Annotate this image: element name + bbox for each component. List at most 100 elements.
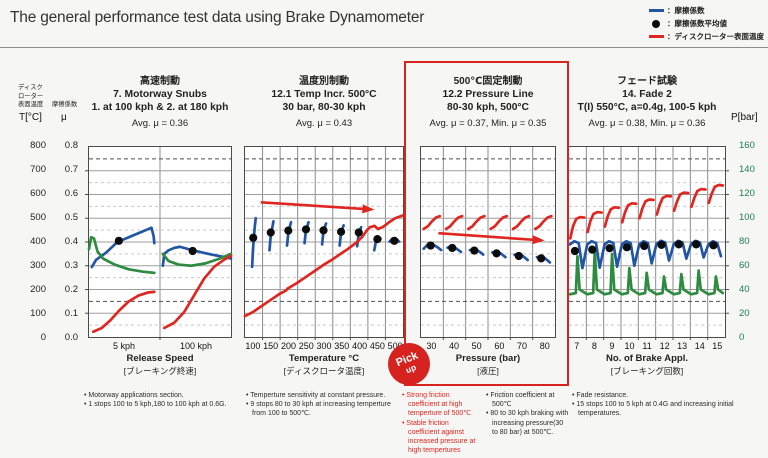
avg-friction-marker <box>622 243 631 252</box>
header-divider <box>0 47 768 48</box>
axis-tick-label: 0.7 <box>64 164 78 175</box>
panel-avg-label: Avg. μ = 0.37, Min. μ = 0.35 <box>429 118 547 129</box>
rotor-surface-temperature <box>444 214 464 231</box>
footnote: • Fade resistance. <box>572 392 629 399</box>
footnotes-plain: • Friction coefficient at 500℃ • 80 to 30… <box>486 391 570 437</box>
rotor-surface-temperature <box>655 194 673 216</box>
left-axis-mu-header: 摩擦係数 <box>52 101 78 108</box>
rotor-surface-temperature <box>533 214 553 231</box>
x-tick-label: 12 <box>659 341 670 351</box>
avg-friction-marker <box>249 233 258 242</box>
footnote: • 15 stops 100 to 5 kph at 0.4G and incr… <box>572 401 734 418</box>
axis-tick-label: 100 <box>30 308 46 319</box>
footnotes-fade: • Fade resistance. • 15 stops 100 to 5 kp… <box>572 391 740 419</box>
x-tick-label: 350 <box>334 341 350 351</box>
mu-axis-ticks: 0.8 0.7 0.6 0.5 0.4 0.3 0.2 0.1 0.0 <box>50 140 78 343</box>
x-tick-label: 250 <box>298 341 314 351</box>
mu-axis-unit: μ <box>61 112 67 123</box>
avg-friction-marker <box>390 236 399 245</box>
avg-friction-marker <box>514 251 523 261</box>
axis-tick-label: 500 <box>30 212 46 223</box>
avg-friction-dot-icon <box>652 19 661 28</box>
rotor-surface-temperature <box>422 214 442 231</box>
panel-jp-title: 500℃固定制動 <box>453 76 523 87</box>
line-pressure <box>161 252 233 268</box>
avg-friction-marker <box>448 243 457 253</box>
chart-canvas <box>568 147 729 340</box>
x-tick-label: 40 <box>449 341 460 351</box>
rotor-surface-temperature <box>638 198 655 220</box>
panel-avg-label: Avg. μ = 0.38, Min. μ = 0.36 <box>588 118 706 129</box>
trend-arrow <box>438 231 542 242</box>
x-tick-label: 100 kph <box>179 341 213 351</box>
footnotes-highlighted: • Strong friction coefficient at high te… <box>402 391 482 456</box>
x-ticks-pressure-line: 30 40 50 60 70 80 <box>420 341 556 352</box>
panel-jp-title: フェード試験 <box>617 76 677 87</box>
chart-canvas <box>243 147 405 340</box>
x-tick-label: 100 <box>245 341 261 351</box>
legend-item-rotor-temperature: ：ディスクローター表面温度 <box>649 31 764 42</box>
avg-friction-marker <box>336 227 346 236</box>
panel-title: 7. Motorway Snubs <box>113 89 207 100</box>
pressure-axis-unit: P[bar] <box>731 112 758 123</box>
friction-coefficient <box>161 245 233 268</box>
friction-coefficient <box>90 226 156 269</box>
x-tick-label: 30 <box>426 341 437 351</box>
avg-friction-marker <box>492 249 501 258</box>
avg-friction-marker <box>319 226 328 235</box>
x-axis-title-jp: [ディスクロータ温度] <box>283 366 365 376</box>
rotor-surface-temperature <box>620 201 638 224</box>
axis-tick-label: 60 <box>739 260 750 271</box>
axis-tick-label: 0.1 <box>64 308 78 319</box>
panel-header-fade: フェード試験 14. Fade 2 T(I) 550°C, a=0.4g, 10… <box>548 76 746 130</box>
avg-friction-marker <box>570 246 580 256</box>
rotor-surface-temperature <box>603 205 621 228</box>
rotor-surface-temperature <box>707 183 725 205</box>
rotor-surface-temperature <box>489 214 509 231</box>
rotor-surface-temperature <box>672 191 690 213</box>
avg-friction-marker <box>188 246 197 256</box>
chart-plot-motorway <box>85 146 233 340</box>
legend: ：摩擦係数 ：摩擦係数平均値 ：ディスクローター表面温度 <box>649 5 764 42</box>
x-axis-title: No. of Brake Appl. <box>606 353 688 364</box>
avg-friction-marker <box>709 241 718 250</box>
axis-tick-label: 0 <box>739 332 745 343</box>
x-tick-label: 500 <box>387 341 403 351</box>
x-tick-label: 11 <box>642 341 652 351</box>
axis-header-line: 表面温度 <box>18 101 44 108</box>
x-axis-title: Release Speed <box>126 353 194 364</box>
x-tick-label: 70 <box>517 341 528 351</box>
panel-header-temp-incr: 温度別制動 12.1 Temp Incr. 500°C 30 bar, 80-3… <box>224 76 424 130</box>
rotor-surface-temperature <box>511 214 531 231</box>
x-tick-label: 200 <box>280 341 296 351</box>
legend-label: ：摩擦係数 <box>667 6 705 15</box>
avg-friction-marker <box>114 236 123 245</box>
panel-jp-title: 温度別制動 <box>299 76 349 87</box>
x-tick-label: 300 <box>316 341 332 351</box>
axis-tick-label: 0.4 <box>64 236 78 247</box>
pressure-axis-ticks: 160 140 120 100 80 60 40 20 0 <box>739 140 767 343</box>
panel-subtitle: T(I) 550°C, a=0.4g, 100-5 kph <box>577 102 717 113</box>
x-tick-label: 80 <box>539 341 550 351</box>
x-tick-label: 5 kph <box>112 341 136 351</box>
legend-item-avg-friction: ：摩擦係数平均値 <box>649 18 764 29</box>
footnote: • Temperture sensitivity at constant pre… <box>246 392 386 399</box>
avg-friction-marker <box>354 228 363 237</box>
footnotes-motorway: • Motorway applications section. • 1 stop… <box>84 391 256 409</box>
panel-avg-label: Avg. μ = 0.43 <box>295 118 353 129</box>
page-title: The general performance test data using … <box>10 9 425 26</box>
x-tick-label: 9 <box>609 341 615 351</box>
axis-tick-label: 0.3 <box>64 260 78 271</box>
axis-tick-label: 20 <box>739 308 750 319</box>
x-tick-label: 60 <box>494 341 505 351</box>
axis-tick-label: 0.2 <box>64 284 78 295</box>
panel-header-pressure-line: 500℃固定制動 12.2 Pressure Line 80-30 kph, 5… <box>408 76 568 130</box>
footnote: • 80 to 30 kph braking with increasing p… <box>486 410 569 436</box>
avg-friction-marker <box>605 244 614 253</box>
rotor-surface-temperature <box>690 187 707 209</box>
x-tick-label: 15 <box>712 341 723 351</box>
x-tick-label: 8 <box>591 341 597 351</box>
rotor-surface-temperature <box>162 254 233 330</box>
axis-header-line: ディスク <box>18 84 43 91</box>
